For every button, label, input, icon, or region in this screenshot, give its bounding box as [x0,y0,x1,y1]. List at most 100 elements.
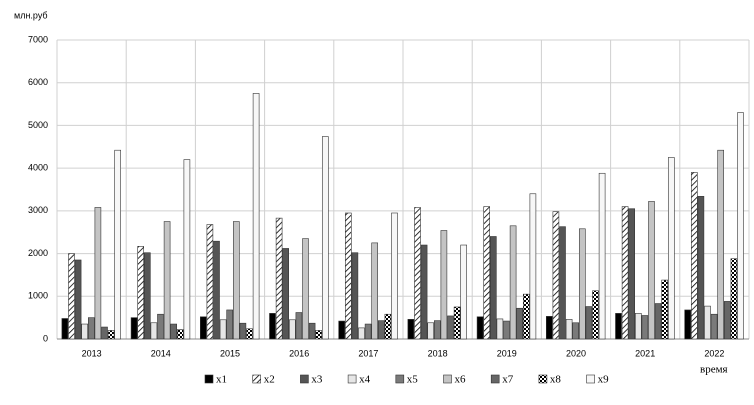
bar [684,309,692,340]
bar [453,306,461,340]
bar [200,316,207,340]
bar [717,149,725,340]
bar [592,290,599,340]
bar [101,326,108,340]
bar [483,206,491,340]
x-tick-label: 2018 [428,348,448,358]
bar [61,318,69,340]
bar [74,259,82,340]
bar [433,320,441,340]
bar [621,206,629,340]
bar [177,329,184,340]
bar [275,217,283,340]
bar [163,221,171,340]
bar [522,293,530,340]
x-tick-label: 2019 [497,348,517,358]
bar [529,193,537,340]
bar [252,93,260,340]
bar [552,211,560,340]
bar [420,244,428,340]
bar [509,225,517,340]
bar [565,319,573,340]
bar [170,323,177,340]
legend-swatch [538,374,548,384]
bar [226,309,233,340]
bar [183,159,191,340]
bar [648,201,655,340]
legend-label: x9 [598,374,610,386]
bar [496,318,504,340]
bar [585,306,593,340]
bar [697,196,705,340]
legend-swatch [586,374,595,384]
bar [440,230,448,340]
y-tick-label: 1000 [28,291,48,301]
bar [737,112,744,340]
legend-swatch [204,374,214,384]
legend-label: x2 [264,374,275,386]
bar [615,313,622,340]
bar [559,226,566,340]
bar [427,322,435,340]
bar [654,303,662,340]
bar [157,313,164,340]
legend-swatch [395,374,405,384]
bar [295,312,303,340]
y-tick-label: 3000 [28,205,48,215]
bar [371,242,379,340]
bar [68,253,75,340]
bar [628,208,636,340]
bar [239,322,247,340]
y-tick-label: 5000 [28,120,48,130]
legend-swatch [490,374,500,384]
x-tick-label: 2020 [566,348,586,358]
y-tick-label: 6000 [28,77,48,87]
legend-swatch [300,374,309,384]
legend-label: x4 [359,374,371,386]
y-tick-label: 2000 [28,248,48,258]
legend-label: x1 [216,374,227,386]
bar [489,236,497,340]
bar [730,258,738,340]
bar [641,315,649,340]
bar [476,316,484,340]
bar [302,238,309,340]
bar [690,172,698,340]
x-tick-label: 2022 [704,348,724,358]
x-tick-label: 2015 [220,348,240,358]
legend-label: x5 [407,374,419,386]
bar [572,322,580,340]
bar [81,323,88,340]
legend-label: x8 [550,374,562,386]
bar [321,136,329,340]
bar [315,330,323,340]
bar [338,320,346,340]
bar [634,313,642,340]
bar [282,248,290,340]
bar [447,315,454,340]
bar [213,240,220,340]
bar [384,313,392,340]
x-tick-label: 2014 [151,348,171,358]
bar [667,157,675,340]
bar [308,322,316,340]
bar [206,224,214,340]
bar [107,330,115,340]
bar [710,313,718,340]
bar [545,316,553,340]
bar [137,246,144,340]
bar [723,301,731,340]
bar [88,317,95,340]
bar [460,244,468,340]
bar [503,320,510,340]
x-axis-label: время [700,364,728,376]
y-tick-label: 0 [43,333,48,343]
x-tick-label: 2016 [289,348,309,358]
bar [114,149,121,340]
legend-swatch [347,374,357,384]
bar [144,252,151,340]
bar [351,252,359,340]
bar [130,317,138,340]
